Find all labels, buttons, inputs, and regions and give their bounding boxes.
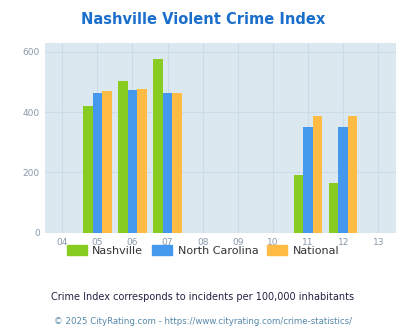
- Legend: Nashville, North Carolina, National: Nashville, North Carolina, National: [62, 241, 343, 260]
- Bar: [128, 89, 137, 233]
- Bar: [118, 81, 128, 233]
- Text: Crime Index corresponds to incidents per 100,000 inhabitants: Crime Index corresponds to incidents per…: [51, 292, 354, 302]
- Bar: [172, 93, 181, 233]
- Bar: [137, 89, 146, 233]
- Bar: [293, 176, 303, 233]
- Bar: [162, 93, 172, 233]
- Bar: [312, 116, 322, 233]
- Bar: [83, 106, 92, 233]
- Text: Nashville Violent Crime Index: Nashville Violent Crime Index: [81, 12, 324, 26]
- Text: © 2025 CityRating.com - https://www.cityrating.com/crime-statistics/: © 2025 CityRating.com - https://www.city…: [54, 317, 351, 326]
- Bar: [303, 127, 312, 233]
- Bar: [102, 91, 111, 233]
- Bar: [92, 93, 102, 233]
- Bar: [338, 127, 347, 233]
- Bar: [153, 59, 162, 233]
- Bar: [347, 116, 356, 233]
- Bar: [328, 183, 338, 233]
